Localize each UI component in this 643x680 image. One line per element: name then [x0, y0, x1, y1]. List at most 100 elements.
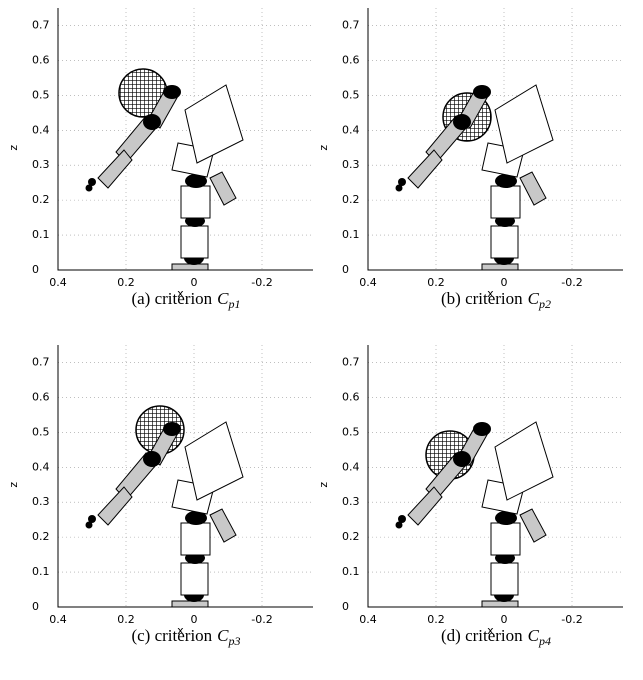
- panel: 0 0.1 0.2 0.3 0.4 0.5 0.6 0.7 0.4 0.2 0 -0.2 x z (c) c…: [7, 345, 313, 648]
- y-tick-label: 0.2: [32, 193, 50, 206]
- caption-symbol: C: [217, 626, 229, 645]
- caption: (c) criterion Cp3: [131, 626, 240, 648]
- robot-base: [481, 600, 519, 608]
- x-tick-label: -0.2: [561, 613, 582, 626]
- y-tick-label: 0.1: [342, 565, 360, 578]
- robot-joint: [143, 451, 161, 467]
- x-tick-label: 0.4: [49, 613, 67, 626]
- caption-subscript: p2: [538, 297, 551, 311]
- robot-forearm: [407, 486, 443, 526]
- x-tick-label: 0.4: [359, 613, 377, 626]
- y-tick-label: 0.3: [32, 495, 50, 508]
- robot-thigh: [490, 522, 521, 556]
- x-axis-label: x: [487, 287, 494, 300]
- y-axis-label: z: [7, 145, 20, 151]
- robot-arm-right: [519, 171, 547, 206]
- robot-forearm: [407, 149, 443, 189]
- y-tick-label: 0: [342, 600, 349, 613]
- robot-joint: [495, 511, 517, 525]
- y-tick-label: 0.4: [32, 123, 50, 136]
- robot-joint: [185, 174, 207, 188]
- robot-torso: [494, 421, 554, 501]
- caption-label: (b) criterion: [441, 289, 523, 308]
- y-tick-label: 0.5: [342, 88, 360, 101]
- x-tick-label: -0.2: [561, 276, 582, 289]
- robot-joint: [453, 114, 471, 130]
- robot-hand: [88, 515, 96, 523]
- y-axis-label: z: [7, 482, 20, 488]
- caption-label: (c) criterion: [131, 626, 212, 645]
- panel: 0 0.1 0.2 0.3 0.4 0.5 0.6 0.7 0.4 0.2 0 -0.2 x z (d) c…: [317, 345, 623, 648]
- robot-thigh: [180, 185, 211, 219]
- x-axis-label: x: [177, 624, 184, 637]
- x-tick-label: 0.2: [117, 276, 135, 289]
- axis-line: [367, 345, 623, 608]
- caption-subscript: p4: [538, 634, 551, 648]
- y-tick-label: 0.6: [32, 390, 50, 403]
- y-tick-label: 0.7: [32, 355, 50, 368]
- robot-hand: [85, 184, 93, 192]
- robot-shank: [180, 225, 209, 259]
- robot-shank: [180, 562, 209, 596]
- robot-forearm: [97, 486, 133, 526]
- robot-base: [171, 600, 209, 608]
- y-tick-label: 0.3: [32, 158, 50, 171]
- robot-joint: [185, 511, 207, 525]
- caption-symbol: C: [217, 289, 229, 308]
- robot-forearm: [97, 149, 133, 189]
- x-tick-label: 0.2: [427, 613, 445, 626]
- robot-thigh: [180, 522, 211, 556]
- x-axis-label: x: [487, 624, 494, 637]
- caption: (b) criterion Cp2: [441, 289, 551, 311]
- robot-shank: [490, 562, 519, 596]
- robot-joint: [473, 422, 491, 436]
- robot-joint: [143, 114, 161, 130]
- y-tick-label: 0.4: [342, 460, 360, 473]
- y-tick-label: 0.1: [342, 228, 360, 241]
- y-axis-label: z: [317, 482, 330, 488]
- robot-thigh: [490, 185, 521, 219]
- caption-symbol: C: [528, 289, 540, 308]
- x-tick-label: 0.2: [117, 613, 135, 626]
- robot-torso: [184, 421, 244, 501]
- robot-base: [481, 263, 519, 271]
- y-tick-label: 0: [342, 263, 349, 276]
- y-tick-label: 0: [32, 263, 39, 276]
- y-tick-label: 0.6: [342, 53, 360, 66]
- y-tick-label: 0.4: [342, 123, 360, 136]
- y-tick-label: 0.4: [32, 460, 50, 473]
- y-axis-label: z: [317, 145, 330, 151]
- y-tick-label: 0: [32, 600, 39, 613]
- robot-arm-right: [519, 508, 547, 543]
- y-tick-label: 0.1: [32, 565, 50, 578]
- x-axis-label: x: [177, 287, 184, 300]
- axis-line: [367, 8, 623, 271]
- panel: 0 0.1 0.2 0.3 0.4 0.5 0.6 0.7 0.4 0.2 0 -0.2 x z (b) c…: [317, 8, 623, 311]
- y-tick-label: 0.7: [342, 18, 360, 31]
- caption-subscript: p3: [228, 634, 241, 648]
- robot-joint: [163, 85, 181, 99]
- caption: (d) criterion Cp4: [441, 626, 551, 648]
- axis-line: [57, 8, 313, 271]
- y-tick-label: 0.1: [32, 228, 50, 241]
- robot-hand: [88, 178, 96, 186]
- y-tick-label: 0.5: [32, 425, 50, 438]
- y-tick-label: 0.7: [342, 355, 360, 368]
- y-tick-label: 0.6: [32, 53, 50, 66]
- robot-joint: [495, 174, 517, 188]
- y-tick-label: 0.5: [342, 425, 360, 438]
- y-tick-label: 0.3: [342, 158, 360, 171]
- y-tick-label: 0.5: [32, 88, 50, 101]
- caption-subscript: p1: [228, 297, 241, 311]
- caption-symbol: C: [528, 626, 540, 645]
- caption-label: (d) criterion: [441, 626, 523, 645]
- robot-shank: [490, 225, 519, 259]
- robot-joint: [453, 451, 471, 467]
- x-tick-label: 0: [501, 276, 508, 289]
- x-tick-label: 0.4: [359, 276, 377, 289]
- x-tick-label: 0: [501, 613, 508, 626]
- x-tick-label: 0: [191, 613, 198, 626]
- robot-hand: [395, 521, 403, 529]
- axis-line: [57, 345, 313, 608]
